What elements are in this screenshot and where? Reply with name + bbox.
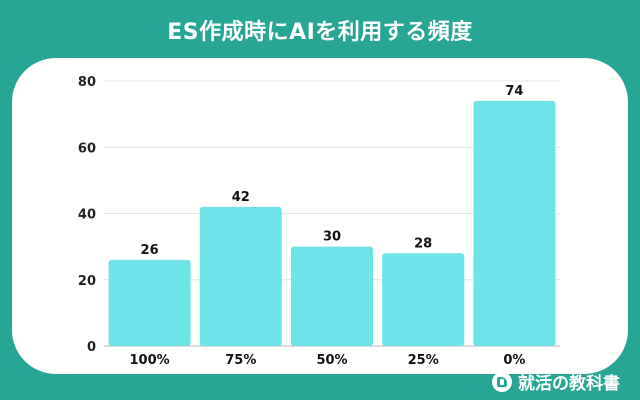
bar xyxy=(199,206,282,346)
brand-logo: 就活の教科書 xyxy=(492,369,620,394)
y-tick-label: 40 xyxy=(78,208,96,223)
y-tick-label: 20 xyxy=(78,274,96,289)
data-label: 74 xyxy=(505,84,523,99)
data-label: 26 xyxy=(141,243,159,258)
bar xyxy=(382,253,465,346)
bar xyxy=(108,259,191,346)
book-logo-icon xyxy=(492,371,512,392)
x-tick-label: 25% xyxy=(408,353,439,368)
x-tick-label: 50% xyxy=(316,353,347,368)
y-tick-label: 0 xyxy=(87,340,96,355)
data-label: 28 xyxy=(414,236,432,251)
chart-title: ES作成時にAIを利用する頻度 xyxy=(167,20,473,45)
data-label: 30 xyxy=(323,230,341,245)
x-tick-label: 75% xyxy=(225,353,256,368)
data-label: 42 xyxy=(232,190,250,205)
x-tick-label: 100% xyxy=(130,353,170,368)
x-tick-label: 0% xyxy=(503,353,525,368)
bar xyxy=(290,246,374,346)
y-tick-label: 80 xyxy=(78,75,96,90)
brand-name: 就活の教科書 xyxy=(518,374,620,394)
y-tick-label: 60 xyxy=(78,141,96,156)
bar xyxy=(473,100,556,346)
